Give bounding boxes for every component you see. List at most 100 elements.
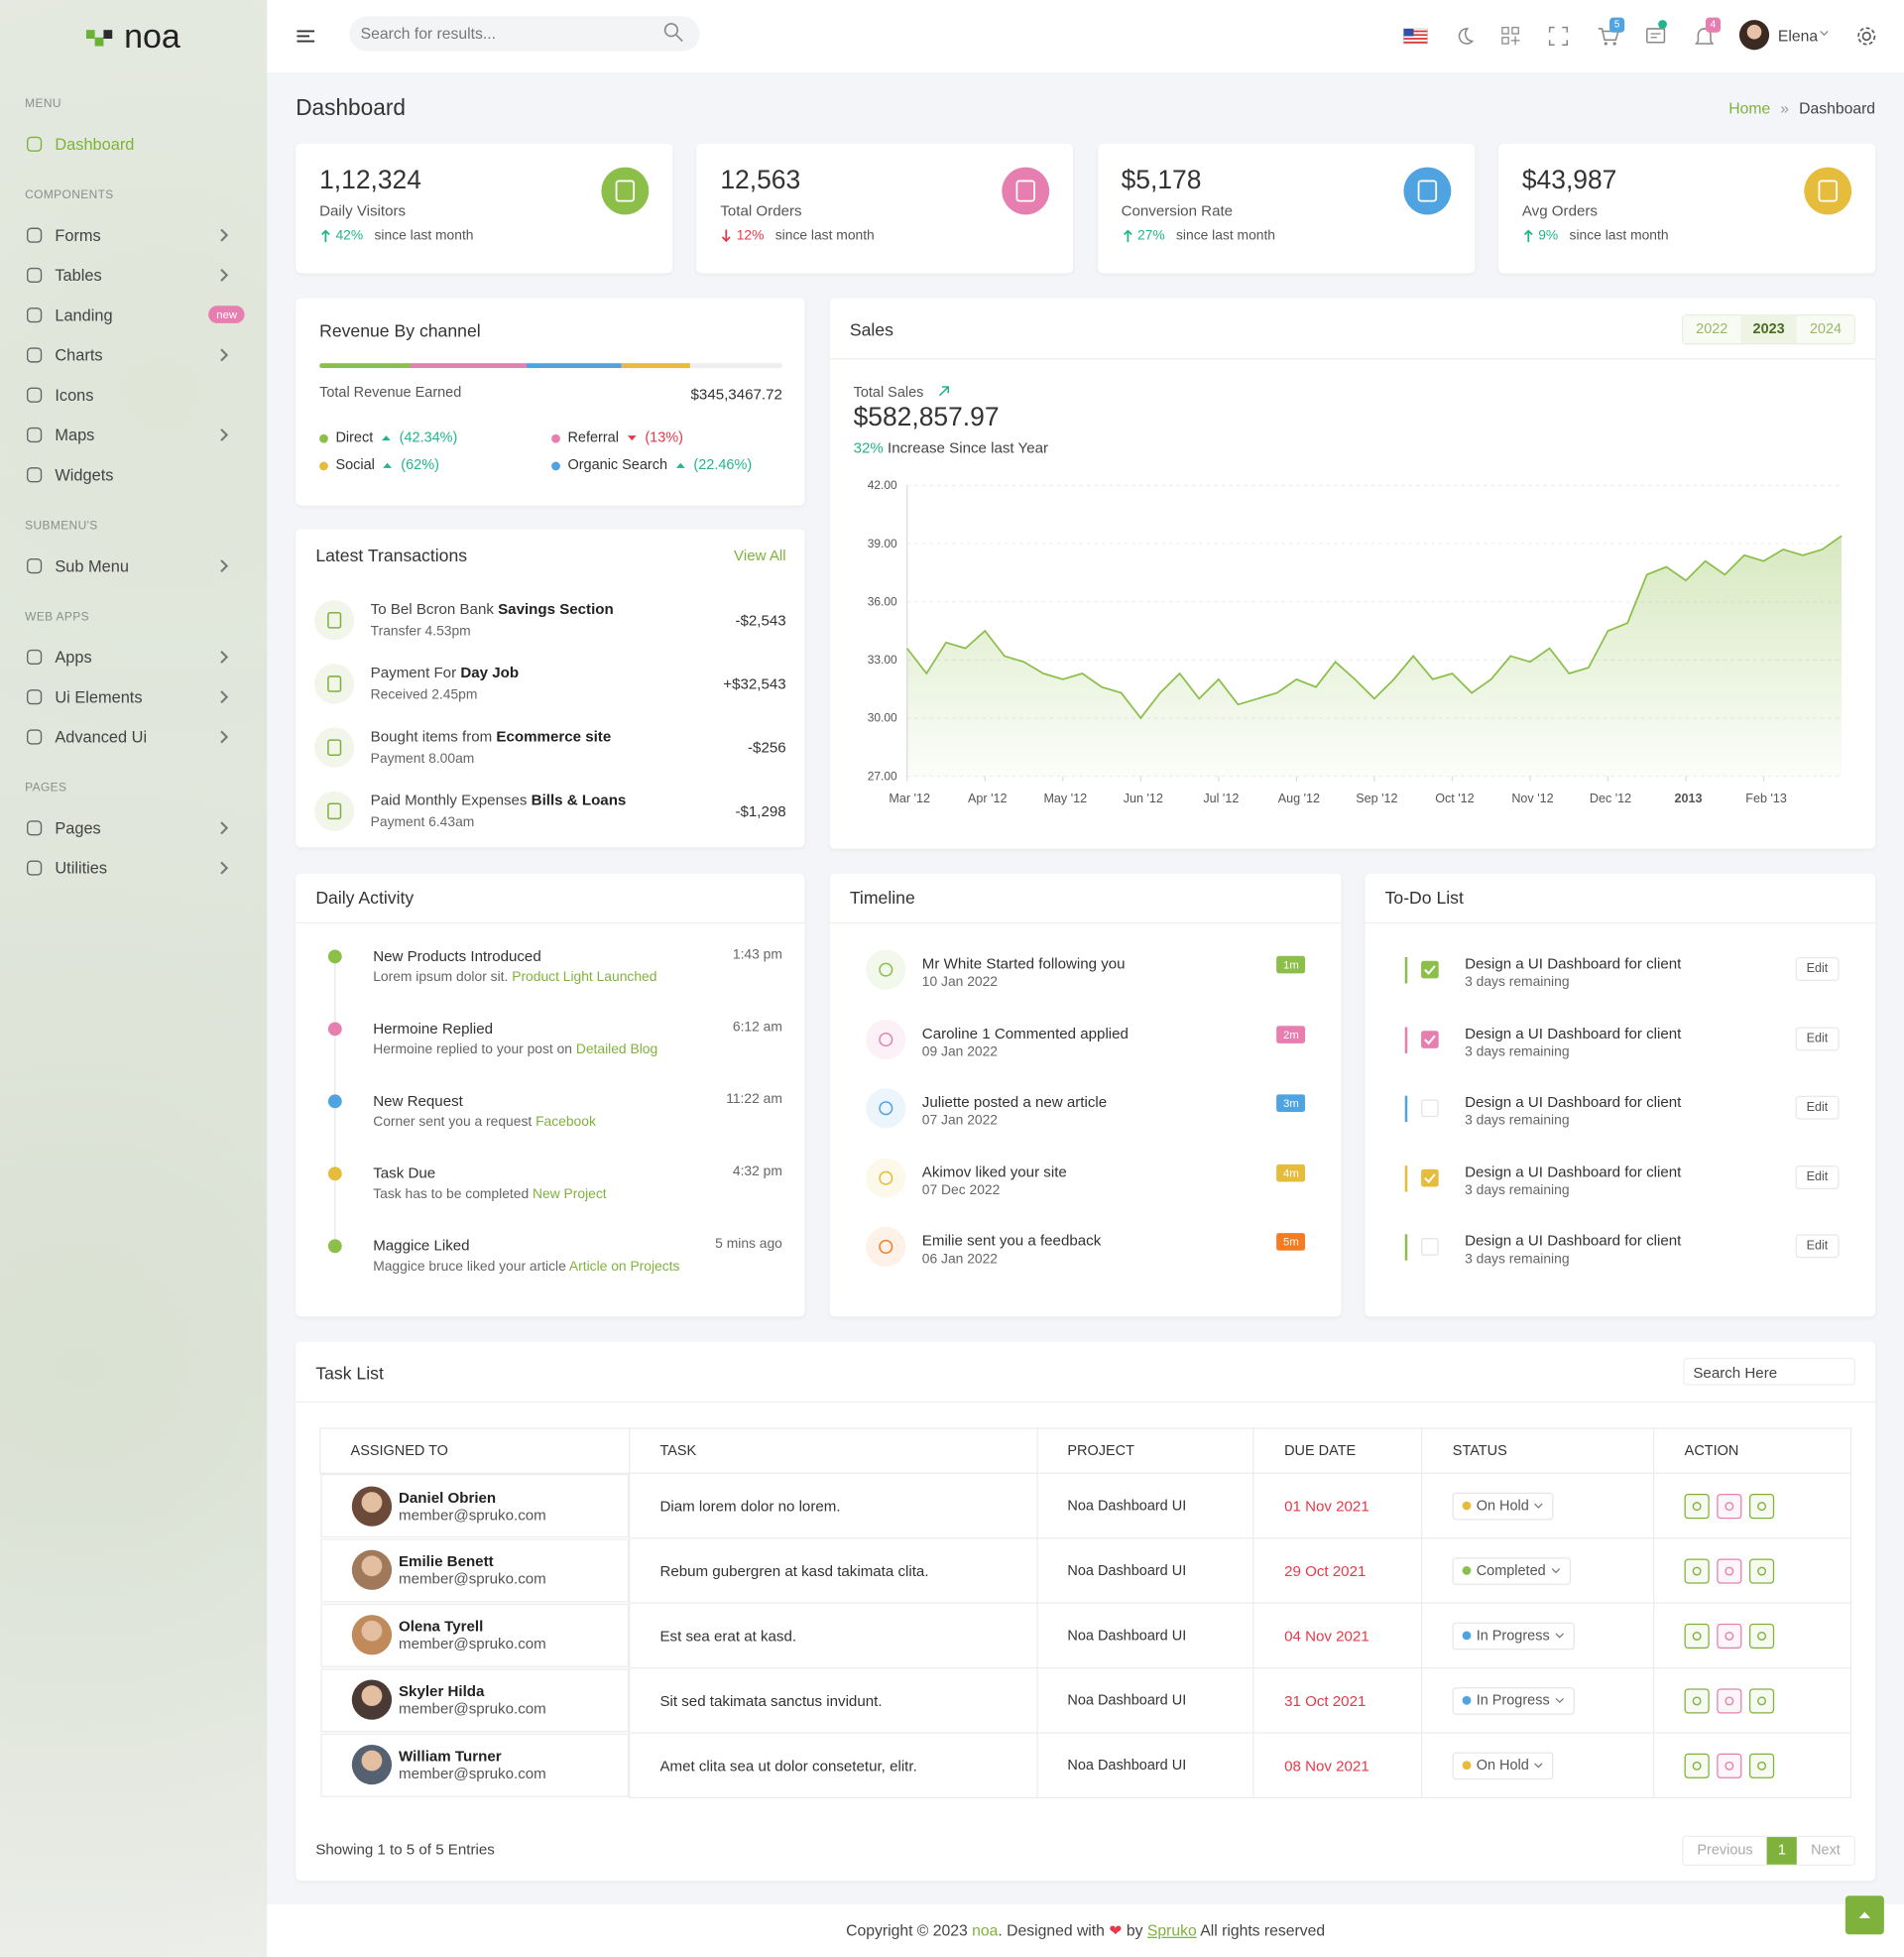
nav-item[interactable]: Maps (0, 415, 267, 454)
todo-edit-button[interactable]: Edit (1795, 1234, 1840, 1259)
approve-button[interactable] (1684, 1753, 1710, 1778)
assignee-avatar (351, 1549, 392, 1590)
card-title: Task List (315, 1362, 384, 1384)
icon-shape (26, 306, 43, 322)
timeline-date: 07 Dec 2022 (921, 1182, 1001, 1198)
todo-edit-button[interactable]: Edit (1795, 957, 1840, 981)
transaction-amount: -$2,543 (735, 611, 786, 630)
more-button[interactable] (1749, 1557, 1775, 1584)
activity-link[interactable]: Article on Projects (568, 1259, 680, 1275)
menu-toggle[interactable] (295, 25, 317, 48)
todo-edit-button[interactable]: Edit (1795, 1164, 1840, 1189)
stat-label: Conversion Rate (1121, 201, 1234, 220)
status-dropdown[interactable]: In Progress (1452, 1686, 1575, 1715)
activity-link[interactable]: Detailed Blog (575, 1041, 658, 1057)
task-search[interactable]: Search Here (1683, 1357, 1855, 1386)
more-button[interactable] (1749, 1687, 1775, 1713)
status-dropdown[interactable]: On Hold (1452, 1492, 1554, 1520)
nav-item[interactable]: Charts (0, 334, 267, 374)
apps-icon[interactable] (1499, 25, 1522, 48)
nav-item[interactable]: Tables (0, 255, 267, 295)
nav-item[interactable]: Forms (0, 214, 267, 254)
view-all-link[interactable]: View All (734, 547, 786, 564)
nav-label: Charts (55, 344, 103, 364)
status-dropdown[interactable]: On Hold (1452, 1751, 1554, 1779)
nav-item[interactable]: Ui Elements (0, 676, 267, 716)
footer-brand[interactable]: noa (972, 1921, 999, 1940)
nav-item[interactable]: Widgets (0, 454, 267, 494)
theme-icon[interactable] (1453, 25, 1476, 48)
pagination-button[interactable]: Previous (1697, 1843, 1753, 1859)
stat-label: Daily Visitors (319, 201, 407, 220)
breadcrumb-link[interactable]: Home (1728, 99, 1771, 118)
sidebar: noa MENU Dashboard COMPONENTS Forms Tables La… (0, 0, 268, 1957)
nav-item[interactable]: Utilities (0, 847, 267, 887)
todo-checkbox[interactable] (1421, 1238, 1439, 1256)
icon-shape (1757, 1565, 1767, 1575)
settings-icon[interactable] (1855, 25, 1878, 48)
approve-button[interactable] (1684, 1687, 1710, 1713)
task-cell: Rebum gubergren at kasd takimata clita. (628, 1537, 1038, 1604)
activity-link[interactable]: Facebook (536, 1114, 596, 1130)
delete-button[interactable] (1717, 1687, 1742, 1713)
nav-item[interactable]: Apps (0, 637, 267, 676)
year-tab[interactable]: 2023 (1739, 315, 1798, 344)
nav-item[interactable]: Landing new (0, 295, 267, 334)
footer-company[interactable]: Spruko (1146, 1921, 1197, 1940)
footer-copyright: Copyright © 2023 (846, 1921, 968, 1940)
approve-button[interactable] (1684, 1493, 1710, 1519)
nav-item[interactable]: Advanced Ui (0, 716, 267, 756)
year-tab[interactable]: 2022 (1683, 315, 1740, 344)
year-tab[interactable]: 2024 (1797, 315, 1854, 344)
todo-checkbox[interactable] (1421, 960, 1439, 979)
x-tick-label: 2013 (1675, 792, 1703, 805)
icon (1725, 1695, 1734, 1705)
icon-shape (1555, 1697, 1564, 1704)
delete-button[interactable] (1717, 1493, 1742, 1519)
activity-link[interactable]: Product Light Launched (512, 969, 657, 985)
more-button[interactable] (1749, 1623, 1775, 1649)
stat-change-row: 27% since last month (1122, 228, 1275, 243)
icon (1692, 1761, 1702, 1771)
icon (220, 820, 229, 834)
nav-item[interactable]: Icons (0, 374, 267, 414)
todo-checkbox[interactable] (1421, 1030, 1439, 1048)
approve-button[interactable] (1684, 1557, 1710, 1584)
area-fill (906, 536, 1843, 777)
pagination-button[interactable]: 1 (1766, 1837, 1798, 1865)
todo-edit-button[interactable]: Edit (1795, 1026, 1840, 1050)
assignee-name: Daniel Obrien (398, 1488, 497, 1507)
messages-icon[interactable] (1644, 25, 1667, 48)
nav-item[interactable]: Pages (0, 807, 267, 847)
search-box[interactable]: Search for results... (349, 16, 700, 52)
status-dropdown[interactable]: Completed (1452, 1556, 1571, 1585)
more-button[interactable] (1749, 1753, 1775, 1778)
nav-item[interactable]: Dashboard (0, 124, 267, 164)
delete-button[interactable] (1717, 1753, 1742, 1778)
x-tick-label: Jun '12 (1124, 792, 1163, 805)
approve-button[interactable] (1684, 1623, 1710, 1649)
delete-button[interactable] (1717, 1623, 1742, 1649)
notification-badge: 4 (1705, 17, 1722, 33)
scroll-top-button[interactable] (1844, 1896, 1884, 1935)
nav-item[interactable]: Sub Menu (0, 546, 267, 585)
user-name[interactable]: Elena (1777, 27, 1819, 46)
user-avatar[interactable] (1738, 20, 1770, 51)
delete-button[interactable] (1717, 1557, 1742, 1584)
todo-edit-button[interactable]: Edit (1795, 1095, 1840, 1120)
status-dropdown[interactable]: In Progress (1452, 1622, 1575, 1650)
todo-checkbox[interactable] (1421, 1099, 1439, 1118)
icon (1757, 1761, 1767, 1771)
icon-shape (1725, 1631, 1734, 1641)
icon-shape (220, 729, 229, 743)
todo-checkbox[interactable] (1421, 1168, 1439, 1186)
fullscreen-icon[interactable] (1547, 25, 1570, 48)
icon (1555, 1633, 1564, 1639)
transaction-icon (314, 664, 355, 704)
flag-icon[interactable] (1402, 25, 1430, 48)
transaction-emphasis: Ecommerce site (496, 727, 612, 746)
activity-link[interactable]: New Project (533, 1186, 607, 1202)
nav-label: Pages (55, 817, 101, 837)
more-button[interactable] (1749, 1493, 1775, 1519)
pagination-button[interactable]: Next (1811, 1843, 1841, 1859)
